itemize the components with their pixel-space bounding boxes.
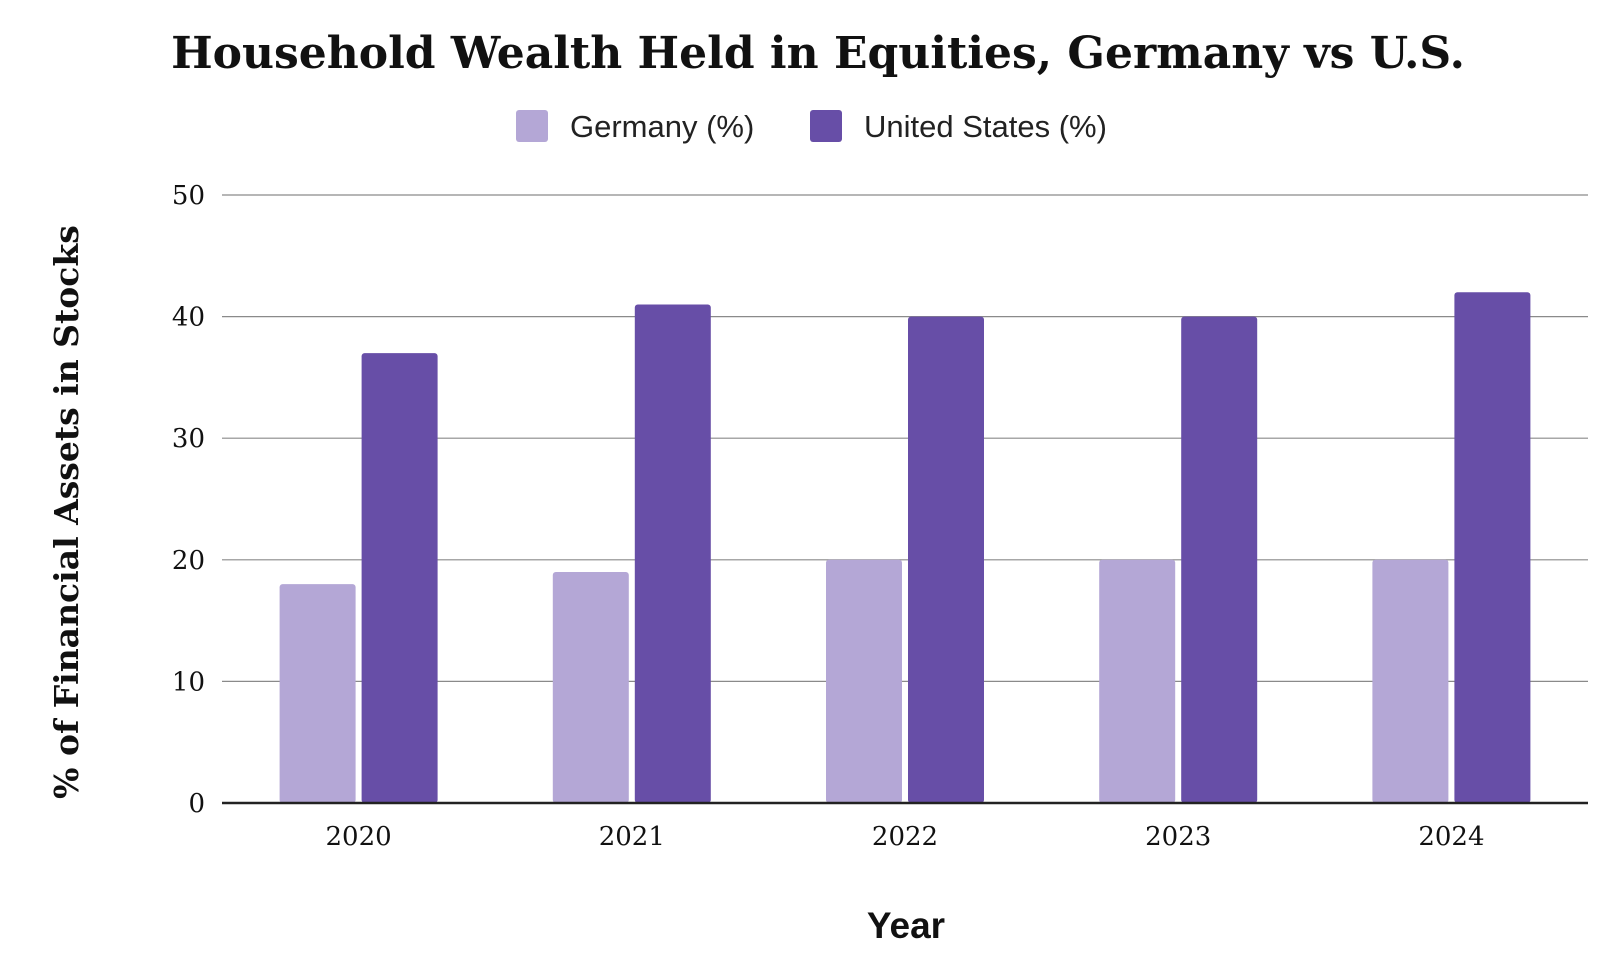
bar-germany-2021 [552,571,629,803]
bar-germany-2022 [826,559,902,803]
bar-germany-2024 [1372,559,1449,803]
x-tick-label: 2022 [872,822,938,852]
y-tick-label: 50 [172,181,205,211]
y-tick-label: 20 [172,546,205,576]
y-tick-label: 0 [188,789,205,819]
bar-united-states-2020 [361,353,438,803]
bars [279,292,1531,803]
y-axis-ticks: 0 10 20 30 40 50 [172,181,205,819]
x-axis-ticks: 2020 2021 2022 2023 2024 [326,822,1485,852]
bar-germany-2023 [1099,559,1176,803]
legend-label-united-states: United States (%) [864,109,1107,144]
bar-germany-2020 [279,584,356,803]
legend-swatch-germany [516,110,548,142]
bar-united-states-2022 [908,316,984,803]
bar-united-states-2021 [634,304,711,803]
x-axis-label: Year [867,905,945,946]
y-tick-label: 40 [172,303,205,333]
y-tick-label: 10 [172,667,205,697]
legend-swatch-united-states [810,110,842,142]
x-tick-label: 2021 [599,822,665,852]
x-tick-label: 2023 [1145,822,1211,852]
y-tick-label: 30 [172,424,205,454]
chart-title: Household Wealth Held in Equities, Germa… [171,28,1465,79]
bar-united-states-2024 [1454,292,1531,803]
x-tick-label: 2024 [1418,822,1484,852]
bar-united-states-2023 [1181,316,1258,803]
gridlines [222,194,1588,683]
x-tick-label: 2020 [326,822,392,852]
y-axis-label: % of Financial Assets in Stocks [47,225,86,799]
legend-label-germany: Germany (%) [570,109,754,144]
legend: Germany (%) United States (%) [516,109,1107,144]
